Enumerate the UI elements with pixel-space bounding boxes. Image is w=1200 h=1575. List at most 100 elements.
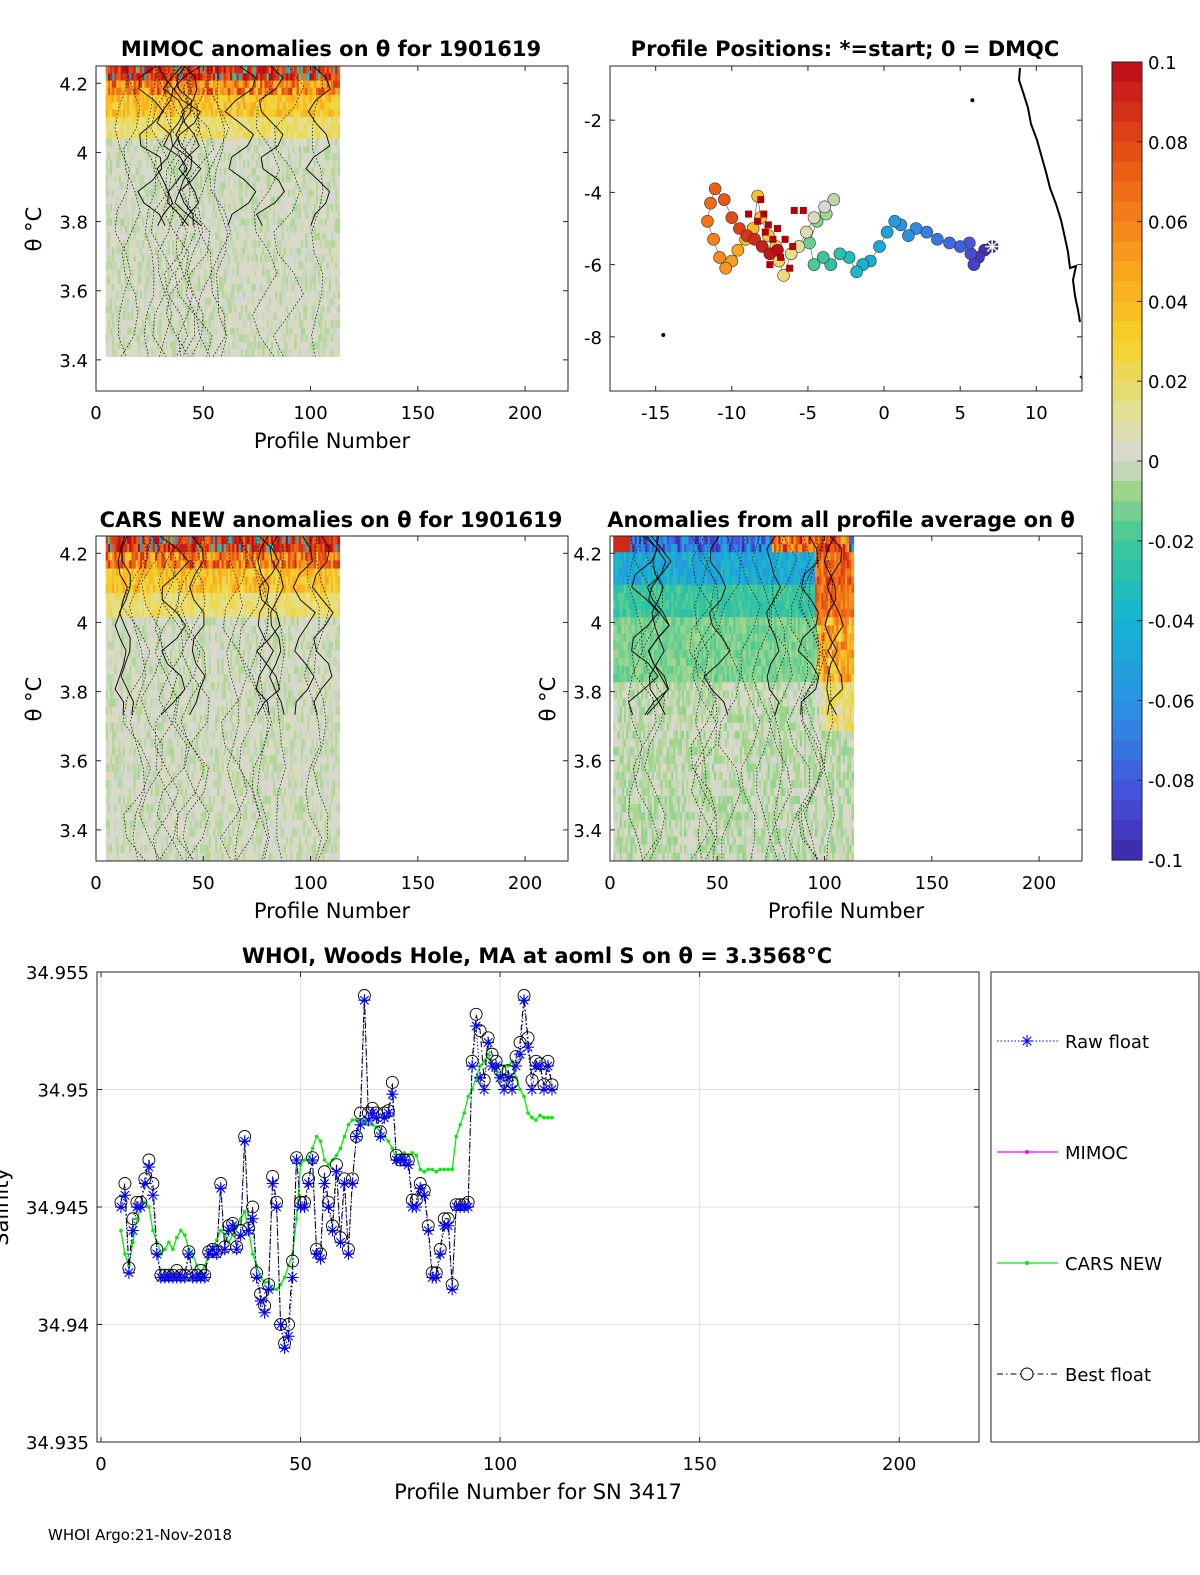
heat-cell — [260, 218, 263, 227]
heat-cell — [324, 66, 328, 74]
heat-cell — [234, 298, 238, 307]
heat-cell — [148, 73, 152, 82]
heat-cell — [257, 269, 261, 278]
heat-cell — [118, 674, 122, 683]
heat-cell — [148, 312, 152, 321]
heat-cell — [172, 174, 175, 183]
heat-cell — [326, 225, 330, 234]
heat-cell — [219, 145, 223, 154]
heat-cell — [309, 298, 313, 307]
heat-cell — [288, 189, 291, 198]
heat-cell — [189, 203, 193, 212]
heat-cell — [275, 349, 278, 358]
heat-cell — [144, 153, 148, 161]
heat-cell — [197, 167, 201, 176]
heat-cell — [309, 225, 313, 234]
heat-cell — [180, 240, 184, 249]
heat-cell — [135, 262, 139, 270]
heat-cell — [146, 305, 150, 314]
coastline — [1017, 67, 1081, 323]
heat-cell — [227, 131, 231, 140]
heat-cell — [281, 211, 285, 220]
heat-cell — [217, 124, 220, 132]
heat-cell — [197, 349, 201, 358]
heat-cell — [112, 641, 115, 651]
heat-cell — [176, 305, 180, 314]
heat-cell — [105, 747, 109, 756]
heat-cell — [288, 131, 291, 140]
heat-cell — [262, 174, 266, 183]
heat-cell — [230, 174, 233, 183]
heat-cell — [163, 153, 167, 161]
heat-cell — [303, 349, 306, 358]
heat-cell — [255, 327, 259, 336]
heat-cell — [204, 225, 208, 234]
heat-cell — [120, 706, 124, 716]
heat-cell — [215, 291, 218, 299]
heat-cell — [131, 225, 135, 234]
heat-cell — [167, 203, 171, 212]
heat-cell — [251, 269, 255, 278]
heat-cell — [240, 167, 244, 176]
heat-cell — [298, 102, 302, 111]
heat-cell — [298, 153, 302, 161]
heat-cell — [167, 262, 171, 270]
heat-cell — [148, 124, 152, 132]
heat-cell — [210, 225, 214, 234]
heat-cell — [313, 291, 317, 299]
heat-cell — [189, 269, 193, 278]
heat-cell — [326, 232, 330, 241]
heat-cell — [157, 312, 160, 321]
heat-cell — [142, 327, 145, 336]
heat-cell — [208, 124, 212, 132]
heat-cell — [234, 254, 238, 263]
heat-cell — [326, 334, 330, 343]
heat-cell — [266, 240, 270, 249]
heat-cell — [157, 145, 160, 154]
heat-cell — [178, 291, 182, 299]
heat-cell — [167, 283, 171, 292]
heat-cell — [322, 298, 326, 307]
heat-cell — [152, 124, 156, 132]
heat-cell — [129, 167, 132, 176]
heat-cell — [257, 341, 261, 350]
heat-cell — [333, 73, 336, 82]
heat-cell — [242, 138, 246, 147]
heat-cell — [195, 327, 199, 336]
heat-cell — [120, 584, 124, 594]
heat-cell — [251, 160, 255, 169]
heat-cell — [187, 131, 190, 140]
heat-cell — [137, 116, 141, 125]
heat-cell — [107, 706, 111, 716]
heat-cell — [180, 349, 184, 358]
heat-cell — [277, 232, 281, 241]
heat-cell — [326, 269, 330, 278]
heat-cell — [114, 138, 117, 147]
heat-cell — [208, 305, 212, 314]
heat-cell — [187, 182, 190, 191]
heat-cell — [221, 218, 225, 227]
heat-cell — [139, 262, 143, 270]
heat-cell — [221, 167, 225, 176]
heat-cell — [264, 232, 268, 241]
heat-cell — [107, 138, 111, 147]
heat-cell — [112, 87, 115, 96]
heat-cell — [270, 298, 274, 307]
heat-cell — [112, 592, 115, 602]
heat-cell — [107, 633, 111, 643]
heat-cell — [236, 320, 240, 328]
heat-cell — [268, 283, 272, 292]
heat-cell — [273, 167, 276, 176]
heat-cell — [264, 87, 268, 96]
heat-cell — [131, 109, 135, 118]
heat-cell — [124, 349, 128, 358]
heat-cell — [234, 240, 238, 249]
heat-cell — [146, 87, 150, 96]
heat-cell — [324, 116, 328, 125]
heat-cell — [146, 225, 150, 234]
heat-cell — [285, 160, 289, 169]
heat-cell — [283, 116, 287, 125]
heat-cell — [322, 254, 326, 263]
heat-cell — [330, 283, 334, 292]
heat-cell — [178, 138, 182, 147]
